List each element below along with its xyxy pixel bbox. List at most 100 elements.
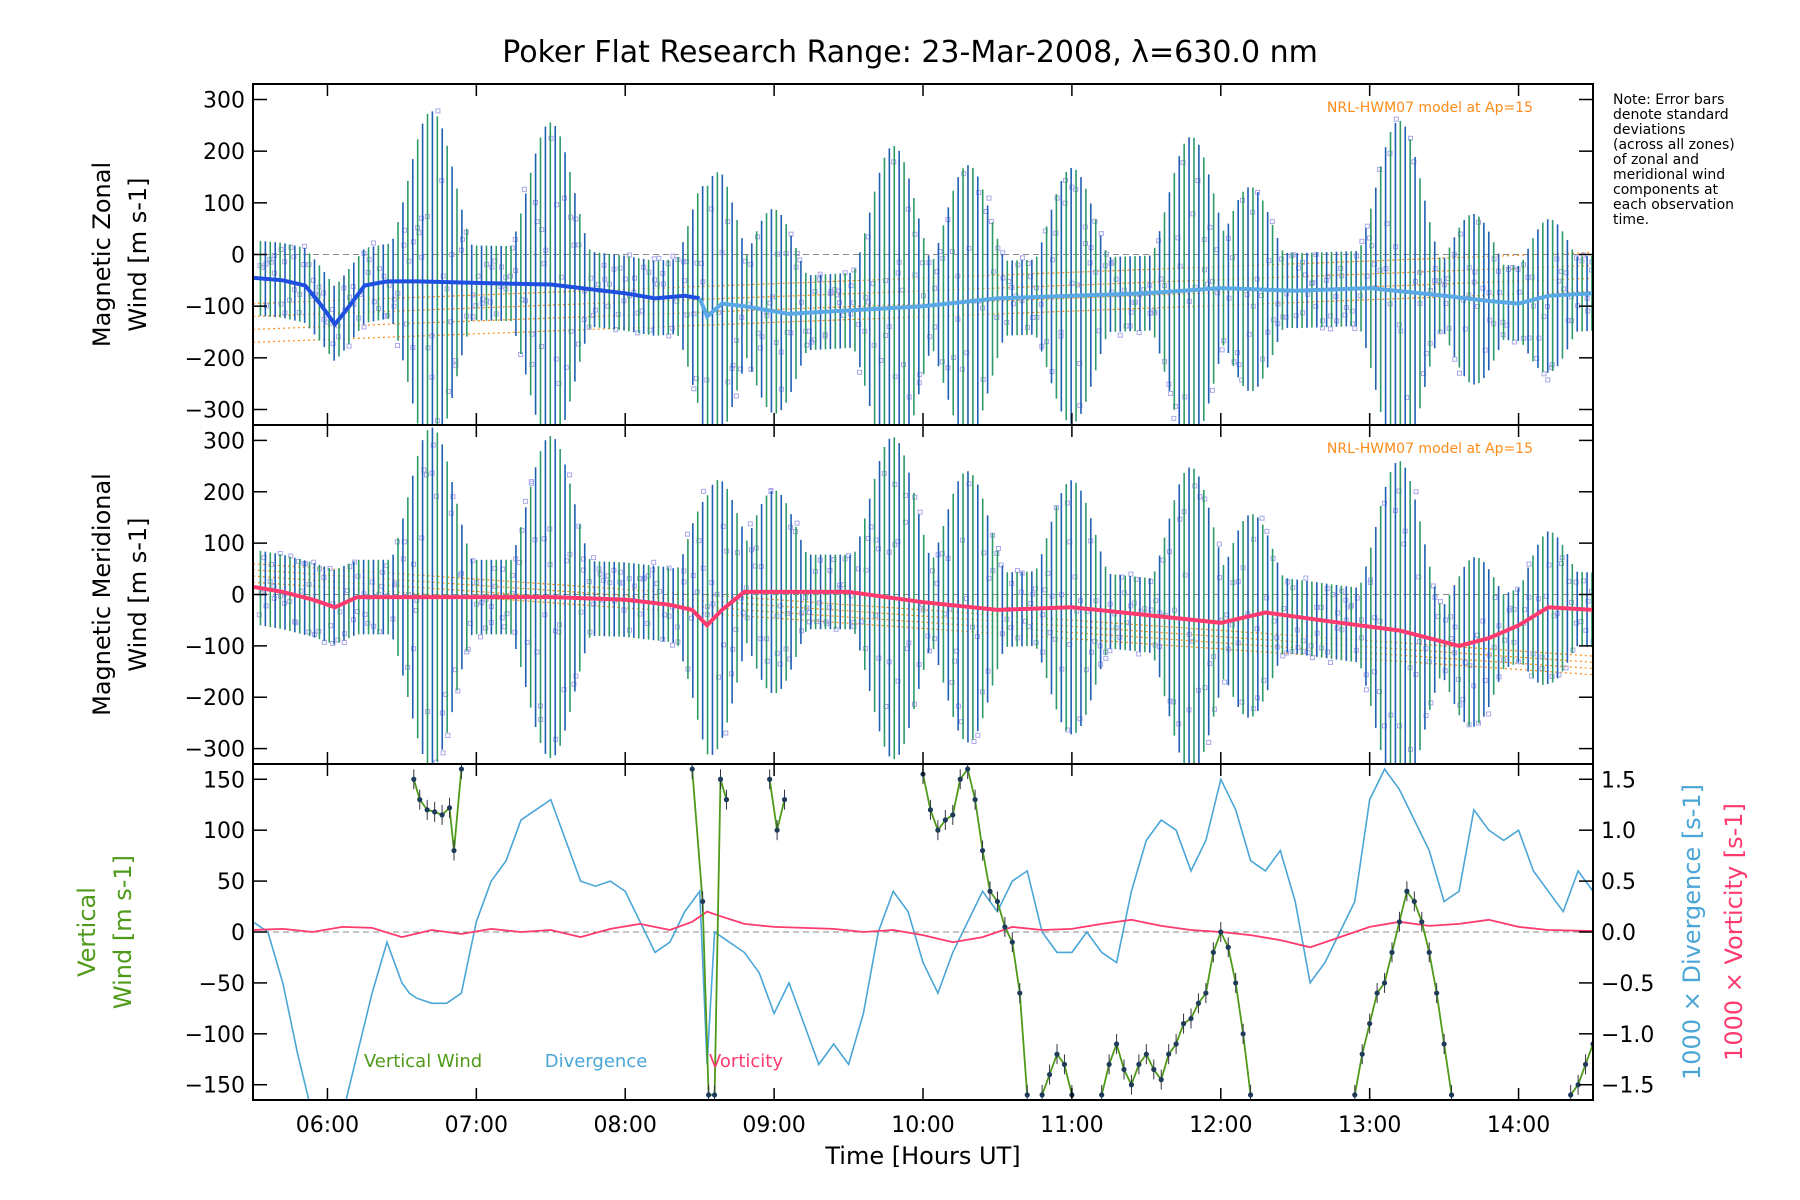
sample-point: [755, 234, 761, 240]
y-tick-label: 100: [203, 532, 245, 557]
sample-point: [1502, 637, 1508, 643]
mean-wind-line: [253, 584, 1593, 648]
y-tick-label: −150: [185, 1074, 245, 1099]
vertical-wind-point: [446, 805, 453, 811]
vertical-wind-line: [1353, 889, 1453, 1096]
sample-point: [453, 358, 459, 364]
sample-point: [1207, 224, 1213, 230]
sample-point: [670, 253, 676, 259]
sample-point: [435, 108, 441, 114]
vertical-wind-point: [1434, 990, 1440, 996]
sample-point: [1236, 362, 1242, 368]
sample-point: [1264, 528, 1270, 534]
sample-point: [335, 323, 341, 329]
sample-point: [912, 272, 918, 278]
sample-point: [797, 257, 803, 263]
sample-point: [1354, 595, 1360, 601]
sample-point: [1516, 289, 1522, 295]
sample-point: [483, 625, 489, 631]
vertical-wind-point: [1381, 980, 1388, 986]
vertical-wind-point: [1002, 924, 1008, 930]
sample-point: [1496, 289, 1502, 295]
sample-point: [720, 642, 726, 648]
y-tick-label: 0: [231, 244, 245, 269]
note-line: Note: Error bars: [1613, 92, 1724, 108]
sample-point: [656, 255, 662, 261]
sample-point: [1072, 574, 1078, 580]
vertical-wind-point: [781, 797, 788, 803]
sample-point: [271, 595, 277, 601]
vertical-wind-point: [1128, 1082, 1135, 1088]
vertical-wind-point: [1247, 1092, 1254, 1098]
sample-point: [268, 259, 274, 265]
sample-point: [1202, 496, 1208, 502]
vertical-wind-point: [1158, 1077, 1164, 1083]
sample-point: [346, 343, 352, 349]
vertical-wind-point: [424, 807, 430, 813]
vertical-wind-point: [1054, 1051, 1060, 1057]
sample-point: [1206, 739, 1212, 745]
sample-point: [1313, 303, 1319, 309]
sample-point: [1536, 335, 1542, 341]
vertical-wind-point: [1367, 1021, 1373, 1027]
sample-point: [347, 564, 353, 570]
sample-point: [1133, 576, 1139, 582]
sample-point: [1216, 541, 1222, 547]
sample-point: [538, 343, 544, 349]
sample-point: [932, 285, 938, 291]
sample-point: [1541, 371, 1547, 377]
sample-point: [478, 634, 484, 640]
vertical-wind-point: [1046, 1071, 1053, 1078]
sample-point: [1300, 649, 1306, 655]
sample-point: [824, 621, 830, 627]
note-line: of zonal and: [1613, 152, 1699, 168]
sample-point: [445, 388, 451, 394]
y-tick-label: 200: [203, 481, 245, 506]
sample-point: [1578, 619, 1584, 625]
sample-point: [256, 612, 262, 618]
sample-point: [1269, 218, 1275, 224]
y2-tick-label: −1.5: [1601, 1074, 1654, 1099]
sample-point: [433, 493, 439, 499]
vertical-wind-point: [965, 766, 971, 772]
sample-point: [1192, 483, 1198, 489]
note-line: time.: [1613, 212, 1649, 228]
sample-point: [556, 380, 562, 386]
sample-point: [1487, 317, 1493, 323]
y-tick-label: −50: [199, 972, 245, 997]
vertical-wind-point: [994, 898, 1001, 905]
legend-entry: Divergence: [545, 1051, 648, 1072]
sample-point: [1568, 318, 1574, 324]
sample-point: [450, 494, 456, 500]
sample-point: [1480, 285, 1486, 291]
sample-point: [932, 324, 938, 330]
sample-point: [303, 561, 309, 567]
sample-point: [1545, 377, 1551, 383]
y-tick-label: 0: [231, 584, 245, 609]
sample-point: [990, 269, 996, 275]
sample-point: [1128, 309, 1134, 315]
sample-point: [1077, 716, 1083, 722]
sample-point: [1264, 595, 1270, 601]
sample-point: [986, 195, 992, 201]
sample-point: [931, 636, 937, 642]
sample-point: [949, 249, 955, 255]
y-axis-label: Magnetic Meridional Wind [m s-1]: [88, 473, 152, 716]
sample-point: [499, 615, 505, 621]
sample-point: [656, 588, 662, 594]
vertical-wind-point: [1411, 898, 1417, 905]
vertical-wind-point: [1113, 1041, 1120, 1047]
y-tick-label: −300: [185, 738, 245, 763]
sample-point: [836, 288, 842, 294]
sample-point: [681, 259, 687, 265]
sample-point: [681, 579, 687, 585]
sample-point: [816, 600, 822, 606]
sample-point: [1561, 286, 1567, 292]
sample-point: [895, 678, 901, 684]
sample-point: [1559, 561, 1565, 567]
sample-point: [568, 328, 574, 334]
sample-point: [1290, 252, 1296, 258]
sample-point: [1069, 280, 1075, 286]
sample-point: [1457, 231, 1463, 237]
